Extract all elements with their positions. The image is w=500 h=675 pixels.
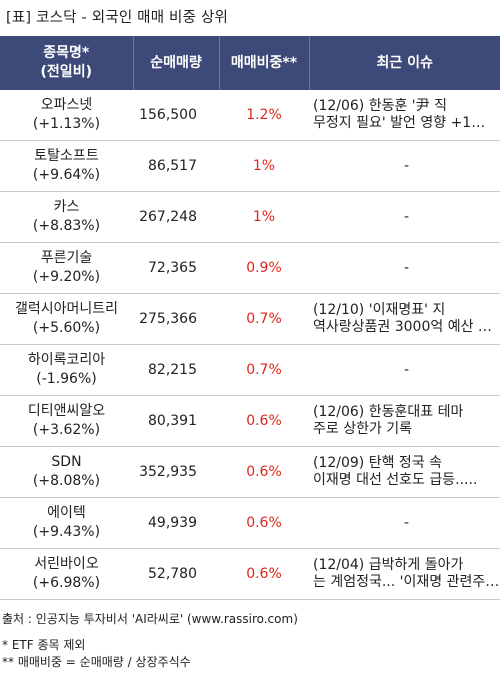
net-volume: 267,248 <box>133 191 219 243</box>
header-name-label: 종목명* <box>43 45 90 61</box>
trade-ratio: 1.2% <box>219 90 309 141</box>
recent-issue-cell: - <box>309 242 500 294</box>
stock-name: 토탈소프트 <box>34 148 99 164</box>
net-volume: 352,935 <box>133 446 219 498</box>
recent-issue: (12/06) 한동훈대표 테마 주로 상한가 기록 <box>313 404 464 437</box>
table-title: [표] 코스닥 - 외국인 매매 비중 상위 <box>6 10 229 26</box>
stock-name: 에이텍 <box>47 505 86 521</box>
stock-name-cell: 카스 (+8.83%) <box>0 191 133 243</box>
trade-ratio: 0.6% <box>219 548 309 600</box>
table-row: 디티앤씨알오 (+3.62%) 80,391 0.6% (12/06) 한동훈대표 테마… <box>0 395 500 447</box>
net-volume: 275,366 <box>133 293 219 345</box>
net-volume: 80,391 <box>133 395 219 447</box>
trade-ratio: 0.6% <box>219 446 309 498</box>
recent-issue: (12/06) 한동훈 '尹 직 무정지 필요' 발언 영향 +1… <box>313 98 486 131</box>
stock-name: 카스 <box>53 199 80 215</box>
stock-change: (+3.62%) <box>32 422 101 438</box>
stock-change: (+1.13%) <box>32 116 101 132</box>
table-row: 카스 (+8.83%) 267,248 1% - <box>0 191 500 243</box>
recent-issue-cell: - <box>309 497 500 549</box>
stock-change: (-1.96%) <box>36 371 97 387</box>
stock-change: (+8.08%) <box>32 473 101 489</box>
recent-issue-cell: (12/06) 한동훈대표 테마 주로 상한가 기록 <box>309 395 500 447</box>
stock-change: (+8.83%) <box>32 218 101 234</box>
stock-name-cell: 하이록코리아 (-1.96%) <box>0 344 133 396</box>
recent-issue: (12/10) '이재명표' 지 역사랑상품권 3000억 예산 … <box>313 302 492 335</box>
footnote-etf: * ETF 종목 제외 <box>2 638 86 652</box>
stock-name-cell: 에이텍 (+9.43%) <box>0 497 133 549</box>
stock-name-cell: 오파스넷 (+1.13%) <box>0 90 133 141</box>
stock-name-cell: SDN (+8.08%) <box>0 446 133 498</box>
recent-issue-cell: (12/09) 탄핵 정국 속 이재명 대선 선호도 급등..... <box>309 446 500 498</box>
recent-issue: - <box>403 259 410 276</box>
trade-ratio: 0.6% <box>219 395 309 447</box>
header-ratio: 매매비중** <box>218 36 309 90</box>
recent-issue-cell: (12/10) '이재명표' 지 역사랑상품권 3000억 예산 … <box>309 293 500 345</box>
trade-ratio: 0.9% <box>219 242 309 294</box>
foreign-trade-table: 종목명* (전일비) 순매매량 매매비중** 최근 이슈 오파스넷 (+1.13%… <box>0 36 500 600</box>
stock-name-cell: 푸른기술 (+9.20%) <box>0 242 133 294</box>
table-row: 푸른기술 (+9.20%) 72,365 0.9% - <box>0 242 500 294</box>
trade-ratio: 0.7% <box>219 344 309 396</box>
stock-name: SDN <box>51 454 82 470</box>
net-volume: 86,517 <box>133 140 219 192</box>
recent-issue: (12/04) 급박하게 돌아가 는 계엄정국... '이재명 관련주… <box>313 557 500 590</box>
stock-name: 디티앤씨알오 <box>27 403 106 419</box>
stock-change: (+9.43%) <box>32 524 101 540</box>
stock-change: (+5.60%) <box>32 320 101 336</box>
table-row: 오파스넷 (+1.13%) 156,500 1.2% (12/06) 한동훈 '尹 직 … <box>0 90 500 141</box>
source-note: 출처 : 인공지능 투자비서 'AI라씨로' (www.rassiro.com) <box>2 612 298 626</box>
stock-name-cell: 디티앤씨알오 (+3.62%) <box>0 395 133 447</box>
stock-change: (+9.20%) <box>32 269 101 285</box>
recent-issue: - <box>403 208 410 225</box>
stock-name-cell: 서린바이오 (+6.98%) <box>0 548 133 600</box>
header-name-sub: (전일비) <box>40 64 92 80</box>
trade-ratio: 1% <box>219 140 309 192</box>
table-row: 하이록코리아 (-1.96%) 82,215 0.7% - <box>0 344 500 396</box>
trade-ratio: 0.6% <box>219 497 309 549</box>
stock-name: 하이록코리아 <box>27 352 106 368</box>
table-row: SDN (+8.08%) 352,935 0.6% (12/09) 탄핵 정국 속 이재… <box>0 446 500 498</box>
trade-ratio: 1% <box>219 191 309 243</box>
stock-change: (+9.64%) <box>32 167 101 183</box>
stock-name: 갤럭시아머니트리 <box>14 301 119 317</box>
stock-name: 푸른기술 <box>40 250 93 266</box>
header-volume: 순매매량 <box>132 36 219 90</box>
recent-issue-cell: - <box>309 191 500 243</box>
recent-issue: - <box>403 157 410 174</box>
recent-issue-cell: - <box>309 140 500 192</box>
net-volume: 82,215 <box>133 344 219 396</box>
table-row: 에이텍 (+9.43%) 49,939 0.6% - <box>0 497 500 549</box>
stock-name: 서린바이오 <box>34 556 99 572</box>
net-volume: 156,500 <box>133 90 219 141</box>
stock-name-cell: 갤럭시아머니트리 (+5.60%) <box>0 293 133 345</box>
recent-issue-cell: - <box>309 344 500 396</box>
footnote-ratio: ** 매매비중 = 순매매량 / 상장주식수 <box>2 655 191 669</box>
net-volume: 72,365 <box>133 242 219 294</box>
net-volume: 52,780 <box>133 548 219 600</box>
stock-change: (+6.98%) <box>32 575 101 591</box>
net-volume: 49,939 <box>133 497 219 549</box>
recent-issue: - <box>403 514 410 531</box>
recent-issue: - <box>403 361 410 378</box>
header-row: 종목명* (전일비) 순매매량 매매비중** 최근 이슈 <box>0 36 500 90</box>
header-name: 종목명* (전일비) <box>0 36 133 90</box>
recent-issue-cell: (12/06) 한동훈 '尹 직 무정지 필요' 발언 영향 +1… <box>309 90 500 141</box>
table-row: 서린바이오 (+6.98%) 52,780 0.6% (12/04) 급박하게 돌아가 … <box>0 548 500 600</box>
header-issue: 최근 이슈 <box>308 36 500 90</box>
table-row: 토탈소프트 (+9.64%) 86,517 1% - <box>0 140 500 192</box>
recent-issue: (12/09) 탄핵 정국 속 이재명 대선 선호도 급등..... <box>313 455 478 488</box>
trade-ratio: 0.7% <box>219 293 309 345</box>
table-body: 오파스넷 (+1.13%) 156,500 1.2% (12/06) 한동훈 '尹 직 … <box>0 90 500 600</box>
stock-name: 오파스넷 <box>40 97 93 113</box>
recent-issue-cell: (12/04) 급박하게 돌아가 는 계엄정국... '이재명 관련주… <box>309 548 500 600</box>
table-row: 갤럭시아머니트리 (+5.60%) 275,366 0.7% (12/10) '이재명표… <box>0 293 500 345</box>
stock-name-cell: 토탈소프트 (+9.64%) <box>0 140 133 192</box>
